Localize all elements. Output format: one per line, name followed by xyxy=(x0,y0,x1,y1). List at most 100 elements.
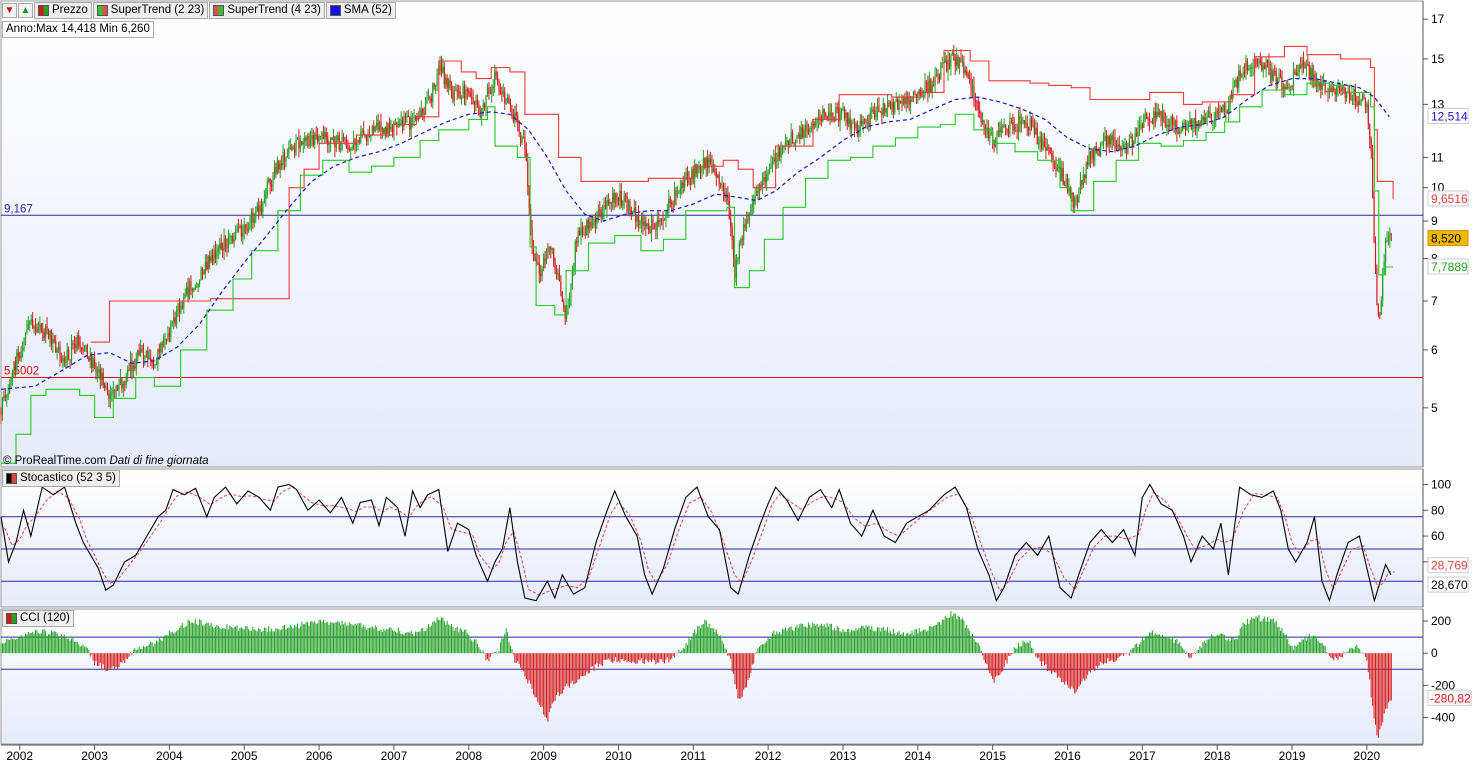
cci-bar xyxy=(583,653,585,677)
candle-body xyxy=(306,136,309,141)
candle-body xyxy=(889,105,892,109)
candle-body xyxy=(1167,124,1169,127)
cci-tick-label: 200 xyxy=(1431,614,1451,628)
legend-item-prezzo[interactable]: Prezzo xyxy=(34,1,92,19)
cci-bar xyxy=(845,632,847,654)
cci-bar xyxy=(1108,653,1110,662)
arrow-up-icon[interactable]: ▲ xyxy=(18,2,33,18)
legend-item-supertrend-2-23[interactable]: SuperTrend (2 23) xyxy=(92,1,209,19)
candle-body xyxy=(1311,68,1313,81)
candle-body xyxy=(622,201,624,206)
cci-bar xyxy=(770,636,772,654)
candle-body xyxy=(204,261,206,274)
cci-bar xyxy=(1232,637,1234,654)
legend-item-cci[interactable]: CCI (120) xyxy=(2,609,74,627)
cci-bar xyxy=(864,628,866,654)
cci-bar xyxy=(125,653,127,659)
candle-body xyxy=(1032,123,1034,127)
cci-bar xyxy=(809,624,811,654)
candle-body xyxy=(1323,80,1325,84)
candle-body xyxy=(763,177,765,181)
cci-bar xyxy=(24,633,26,654)
candle-body xyxy=(86,345,88,358)
candle-body xyxy=(1110,135,1112,145)
cci-bar xyxy=(170,632,172,654)
candle-body xyxy=(656,220,658,231)
candle-body xyxy=(740,239,742,244)
candle-body xyxy=(1085,162,1087,179)
cci-bar xyxy=(1303,639,1305,654)
cci-bar xyxy=(350,623,352,654)
cci-bar xyxy=(646,653,648,661)
cci-bar xyxy=(435,622,437,654)
cci-bar xyxy=(71,638,73,654)
cci-bar xyxy=(915,628,917,654)
candle-body xyxy=(695,164,697,174)
cci-bar xyxy=(750,653,752,673)
cci-bar xyxy=(604,653,606,660)
candle-body xyxy=(1340,88,1342,91)
legend-item-sma-52[interactable]: SMA (52) xyxy=(325,1,396,19)
cci-bar xyxy=(822,626,824,654)
candle-body xyxy=(697,166,699,174)
candle-body xyxy=(950,54,952,67)
candle-body xyxy=(515,112,517,116)
cci-bar xyxy=(1341,653,1343,658)
cci-bar xyxy=(666,653,668,658)
candle-body xyxy=(335,140,337,148)
candle-body xyxy=(1383,262,1385,275)
cci-bar xyxy=(1209,638,1211,654)
cci-bar xyxy=(40,633,42,654)
candle-body xyxy=(1107,136,1109,147)
cci-bar xyxy=(286,627,288,654)
candle-body xyxy=(1124,143,1126,146)
cci-bar xyxy=(930,626,932,654)
cci-bar xyxy=(164,635,166,654)
cci-bar xyxy=(1029,640,1031,654)
horizontal-line-label: 5,5002 xyxy=(4,366,39,378)
cci-bar xyxy=(1084,653,1086,681)
cci-bar xyxy=(944,616,946,654)
cci-bar xyxy=(292,628,294,654)
candle-body xyxy=(806,124,808,132)
candle-body xyxy=(1104,135,1106,141)
cci-bar xyxy=(347,625,349,654)
legend-label: Prezzo xyxy=(52,4,88,16)
price-value-label: 7,7889 xyxy=(1431,260,1468,274)
cci-bar xyxy=(1123,653,1125,656)
candle-body xyxy=(466,89,468,91)
cci-bar xyxy=(161,640,163,654)
candle-body xyxy=(871,110,873,112)
cci-bar xyxy=(961,618,963,654)
price-tick-label: 9 xyxy=(1431,214,1438,228)
candle-body xyxy=(933,84,935,86)
cci-bar xyxy=(639,653,641,661)
cci-bar xyxy=(81,645,83,654)
cci-bar xyxy=(1275,620,1277,654)
candle-body xyxy=(301,141,303,145)
cci-bar xyxy=(384,630,386,654)
candle-body xyxy=(849,118,851,129)
candle-body xyxy=(1033,126,1035,134)
candle-body xyxy=(961,62,964,64)
candle-body xyxy=(944,60,946,63)
cci-bar xyxy=(635,653,637,664)
legend-item-supertrend-4-23[interactable]: SuperTrend (4 23) xyxy=(209,1,325,19)
cci-bar xyxy=(1382,653,1384,723)
cci-bar xyxy=(1159,634,1161,654)
cci-bar xyxy=(777,633,779,654)
candle-body xyxy=(731,227,733,240)
arrow-down-icon[interactable]: ▼ xyxy=(2,2,17,18)
x-tick-label: 2004 xyxy=(156,749,183,763)
cci-bar xyxy=(1177,643,1179,654)
cci-bar xyxy=(1117,653,1119,659)
candle-body xyxy=(732,239,735,259)
cci-bar xyxy=(1229,641,1231,654)
cci-bar xyxy=(924,629,926,654)
legend-item-stocastico[interactable]: Stocastico (52 3 5) xyxy=(2,469,120,487)
cci-bar xyxy=(1079,653,1081,685)
cci-bar xyxy=(1062,653,1064,683)
cci-bar xyxy=(393,630,395,654)
candle-body xyxy=(684,179,686,188)
